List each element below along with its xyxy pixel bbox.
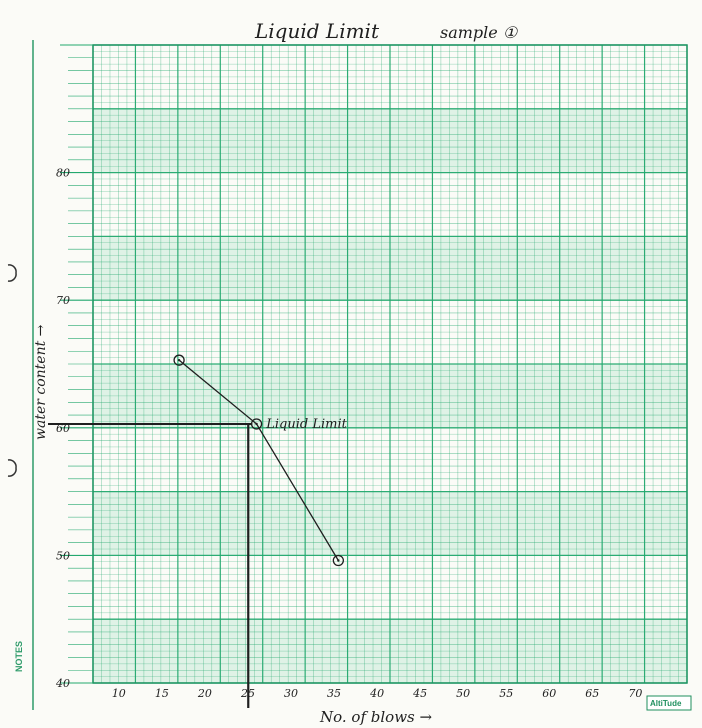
data-point — [332, 554, 344, 567]
punch-hole-top — [7, 264, 17, 282]
notes-label: NOTES — [14, 641, 24, 672]
x-tick-label: 20 — [197, 687, 212, 700]
brand-label: AltiTude — [650, 699, 682, 708]
x-tick-label: 50 — [456, 687, 470, 700]
x-axis-label: No. of blows → — [319, 708, 433, 726]
data-point — [250, 418, 263, 430]
y-tick-label: 80 — [56, 167, 70, 180]
x-tick-labels: 10152025303540455055606570 — [112, 687, 643, 700]
grid-lines — [92, 44, 688, 684]
x-tick-label: 35 — [327, 687, 341, 700]
series-water-content — [173, 354, 344, 567]
data-point-dot — [177, 358, 181, 362]
data-point-dot — [337, 559, 340, 562]
x-tick-label: 10 — [112, 687, 126, 700]
liquid-limit-label: Liquid Limit — [265, 417, 347, 432]
y-tick-label: 60 — [56, 422, 70, 435]
x-tick-label: 15 — [155, 687, 169, 700]
y-axis-label: water content → — [33, 324, 49, 440]
chart-subtitle: sample ① — [440, 23, 519, 42]
x-tick-label: 45 — [412, 687, 427, 700]
x-tick-label: 65 — [585, 687, 599, 700]
chart-title: Liquid Limit — [254, 19, 380, 43]
brand-badge — [646, 695, 692, 711]
data-point-dot — [255, 422, 258, 426]
y-tick-label: 40 — [55, 677, 70, 690]
liquid-limit-reference — [48, 422, 253, 708]
data-point — [173, 354, 185, 366]
x-tick-label: 60 — [542, 687, 556, 700]
x-tick-label: 70 — [628, 687, 642, 700]
y-tick-label: 50 — [56, 549, 70, 562]
x-tick-label: 55 — [499, 687, 513, 700]
x-tick-label: 30 — [284, 687, 298, 700]
y-tick-label: 70 — [56, 294, 70, 307]
punch-hole-bottom — [7, 459, 17, 477]
y-axis-minor-ticks — [60, 44, 93, 684]
y-tick-labels: 40 50 60 70 80 — [55, 167, 70, 690]
x-tick-label: 40 — [369, 687, 384, 700]
